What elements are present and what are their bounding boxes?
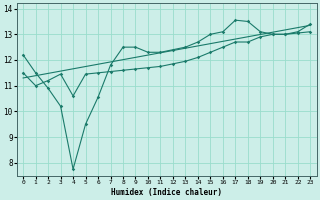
X-axis label: Humidex (Indice chaleur): Humidex (Indice chaleur) bbox=[111, 188, 222, 197]
